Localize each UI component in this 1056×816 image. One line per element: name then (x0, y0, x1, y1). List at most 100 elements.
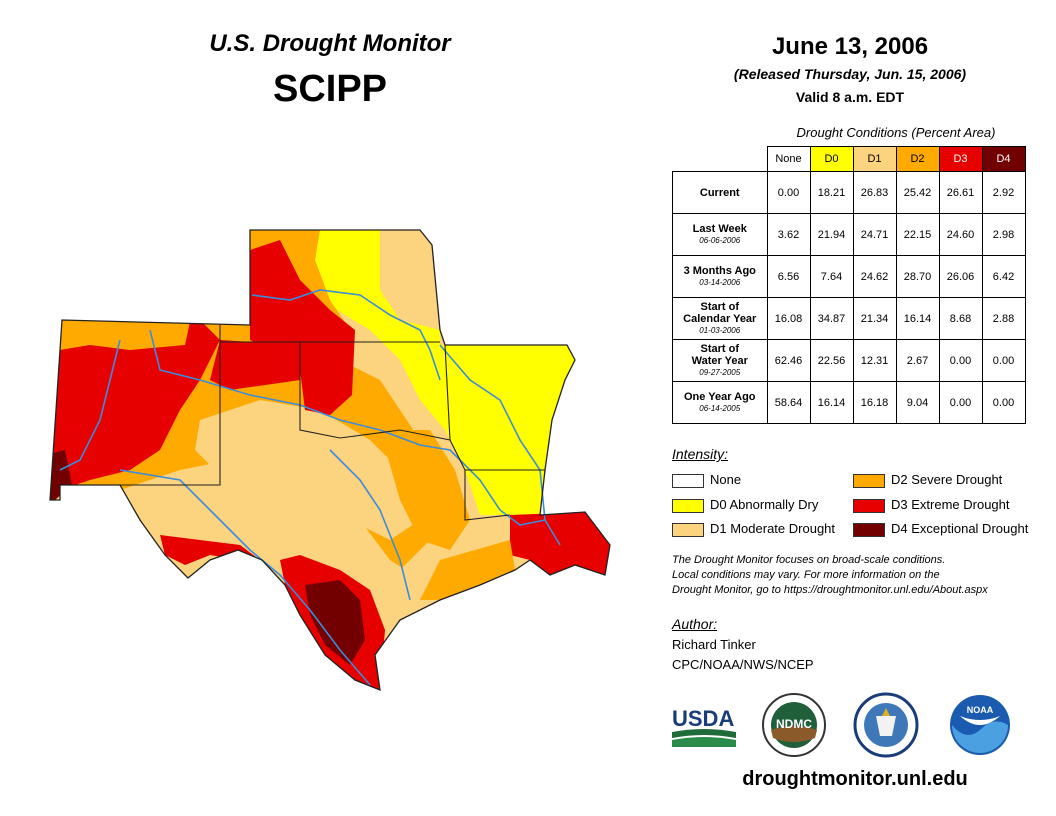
note-line: Local conditions may vary. For more info… (672, 569, 940, 581)
row-label: 3 Months Ago 03-14-2006 (672, 255, 768, 298)
d3-area-kansas (250, 240, 355, 415)
d3-area-new-mexico (50, 320, 220, 490)
noaa-logo-wave (952, 721, 1008, 753)
author-title: Author: (672, 616, 718, 632)
table-cell: 34.87 (809, 297, 854, 340)
d1-area-north-texas (195, 400, 420, 540)
row-label-main: One Year Ago (683, 391, 756, 403)
table-cell: 21.34 (852, 297, 897, 340)
note-line: The Drought Monitor focuses on broad-sca… (672, 554, 946, 566)
ndmc-logo-text: NDMC (776, 717, 812, 731)
legend-swatch (853, 498, 885, 513)
table-cell: 21.94 (809, 213, 854, 256)
ndmc-logo-earth (771, 726, 817, 742)
legend-label: D0 Abnormally Dry (710, 497, 819, 512)
table-cell: 16.14 (809, 381, 854, 424)
noaa-logo-bird (960, 716, 1000, 725)
author-name: Richard Tinker (672, 637, 756, 652)
table-cell: 25.42 (895, 171, 940, 214)
table-cell: 58.64 (766, 381, 811, 424)
row-label-main: 3 Months Ago (683, 265, 756, 277)
table-header-row: None D0 D1 D2 D3 D4 (672, 146, 1026, 172)
legend-title: Intensity: (672, 446, 729, 462)
table-cell: 26.83 (852, 171, 897, 214)
table-cell: 16.14 (895, 297, 940, 340)
row-label: Start of Water Year 09-27-2005 (672, 339, 768, 382)
table-cell: 0.00 (938, 381, 983, 424)
table-cell: 2.98 (981, 213, 1026, 256)
noaa-logo-text: NOAA (967, 705, 994, 715)
table-cell: 24.71 (852, 213, 897, 256)
river-brazos (329, 449, 411, 601)
region-outline (49, 229, 611, 692)
row-label-main-2: Water Year (691, 355, 748, 367)
row-label-main: Current (699, 186, 740, 199)
release-date: (Released Thursday, Jun. 15, 2006) (733, 66, 967, 82)
table-row: One Year Ago 06-14-2005 58.64 16.14 16.1… (672, 381, 1026, 424)
drought-conditions-table: None D0 D1 D2 D3 D4 Current 0.00 18.21 2… (672, 146, 1026, 424)
table-cell: 0.00 (981, 339, 1026, 382)
usda-logo-band (672, 729, 736, 738)
table-cell: 12.31 (852, 339, 897, 382)
row-label-date: 09-27-2005 (699, 368, 741, 377)
river-mississippi (439, 344, 561, 546)
map-title: U.S. Drought Monitor (209, 30, 451, 57)
column-header-d1: D1 (852, 146, 897, 172)
table-cell: 26.61 (938, 171, 983, 214)
column-header-d4: D4 (981, 146, 1026, 172)
row-label-main: Start of (700, 343, 740, 355)
table-caption: Drought Conditions (Percent Area) (796, 125, 996, 140)
drought-map (49, 229, 611, 692)
row-label: Last Week 06-06-2006 (672, 213, 768, 256)
table-cell: 22.15 (895, 213, 940, 256)
legend-label: D1 Moderate Drought (710, 521, 836, 536)
legend-label: None (710, 472, 742, 487)
legend-swatch (853, 473, 885, 488)
border-nm-texas (120, 342, 221, 486)
table-row: Current 0.00 18.21 26.83 25.42 26.61 2.9… (672, 171, 1026, 214)
legend-swatch (672, 498, 704, 513)
row-label-main: Last Week (692, 223, 747, 235)
row-label-main-2: Calendar Year (683, 313, 757, 325)
commerce-logo-eagle (882, 708, 890, 716)
valid-time: Valid 8 a.m. EDT (795, 89, 905, 105)
site-url[interactable]: droughtmonitor.unl.edu (742, 768, 968, 790)
row-label: Current (672, 171, 768, 214)
legend-swatch (672, 473, 704, 488)
region-title: SCIPP (272, 68, 388, 110)
table-cell: 22.56 (809, 339, 854, 382)
d2-area-nm-north (60, 320, 190, 350)
table-cell: 28.70 (895, 255, 940, 298)
table-row: Start of Water Year 09-27-2005 62.46 22.… (672, 339, 1026, 382)
note-line: Drought Monitor, go to https://droughtmo… (672, 584, 988, 596)
d2-area-east-texas (380, 430, 470, 550)
table-cell: 7.64 (809, 255, 854, 298)
table-row: Start of Calendar Year 01-03-2006 16.08 … (672, 297, 1026, 340)
legend-item-d2: D2 Severe Drought (853, 471, 1002, 488)
table-cell: 18.21 (809, 171, 854, 214)
table-cell: 9.04 (895, 381, 940, 424)
d3-area-panhandle (210, 340, 300, 390)
legend-label: D4 Exceptional Drought (891, 521, 1029, 536)
column-header-d0: D0 (809, 146, 854, 172)
usda-logo-ground (672, 737, 736, 747)
state-borders (120, 325, 545, 521)
noaa-logo: NOAA (950, 695, 1010, 755)
usda-logo-text: USDA (672, 706, 734, 731)
table-cell: 6.42 (981, 255, 1026, 298)
column-header-none: None (766, 146, 811, 172)
author-org: CPC/NOAA/NWS/NCEP (672, 657, 814, 672)
table-cell: 0.00 (766, 171, 811, 214)
d4-area-south-texas (305, 580, 365, 665)
ndmc-logo: NDMC (762, 693, 826, 757)
row-label-main: Start of (700, 301, 740, 313)
row-label: Start of Calendar Year 01-03-2006 (672, 297, 768, 340)
commerce-logo (853, 692, 919, 758)
row-label-date: 06-06-2006 (699, 236, 741, 245)
row-label-date: 06-14-2005 (699, 404, 741, 413)
table-cell: 8.68 (938, 297, 983, 340)
table-cell: 2.88 (981, 297, 1026, 340)
table-cell: 24.60 (938, 213, 983, 256)
table-cell: 24.62 (852, 255, 897, 298)
column-header-d3: D3 (938, 146, 983, 172)
